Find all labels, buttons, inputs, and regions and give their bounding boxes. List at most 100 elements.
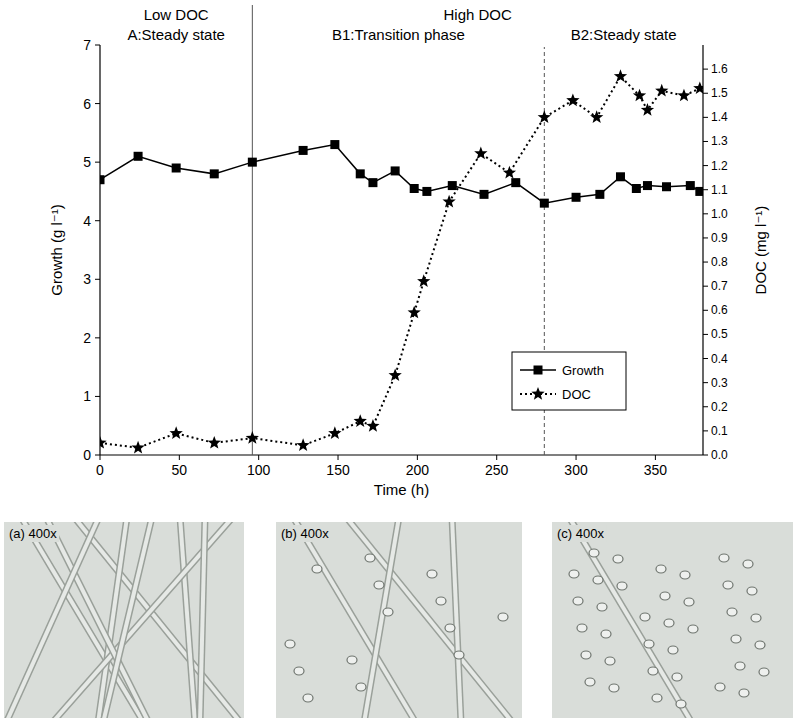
micrograph: (b) 400x — [276, 517, 522, 722]
hypha-core — [200, 522, 205, 718]
yeast-cell — [365, 554, 375, 562]
marker — [511, 178, 520, 187]
yeast-cell — [347, 656, 357, 664]
x-tick — [179, 455, 180, 460]
hypha — [180, 522, 195, 718]
marker — [389, 368, 402, 381]
yeast-cell — [672, 673, 682, 681]
y2-tick-label: 0.4 — [711, 352, 728, 366]
legend-marker — [531, 387, 544, 400]
y2-tick — [703, 189, 708, 190]
marker — [538, 110, 551, 123]
y-tick-label: 0 — [83, 447, 91, 463]
y-tick-label: 1 — [83, 388, 91, 404]
x-axis-title: Time (h) — [374, 481, 429, 498]
yeast-cell — [312, 565, 322, 573]
hypha — [364, 522, 399, 718]
x-tick-label: 150 — [326, 462, 350, 478]
y-tick-label: 7 — [83, 37, 91, 53]
marker — [170, 426, 183, 439]
hypha-core — [364, 522, 399, 718]
y2-tick-label: 0.1 — [711, 424, 728, 438]
x-tick-label: 100 — [247, 462, 271, 478]
yeast-cell — [743, 560, 753, 568]
yeast-cell — [383, 608, 393, 616]
y-tick — [95, 337, 100, 338]
hypha-core — [52, 522, 233, 718]
yeast-cell — [664, 619, 674, 627]
hypha-core — [569, 522, 692, 718]
marker — [677, 89, 690, 102]
figure: 050100150200250300350012345670.00.10.20.… — [0, 0, 797, 722]
marker — [100, 175, 105, 184]
x-axis — [100, 454, 703, 455]
y2-tick-label: 0.3 — [711, 376, 728, 390]
y2-tick-label: 1.4 — [711, 110, 728, 124]
yeast-cell — [688, 625, 698, 633]
marker — [641, 103, 654, 116]
marker — [503, 166, 516, 179]
yeast-cell — [609, 684, 619, 692]
hypha-core — [293, 522, 416, 718]
y2-tick-label: 1.0 — [711, 207, 728, 221]
yeast-cell — [644, 640, 654, 648]
micrograph-content — [6, 522, 241, 718]
yeast-cell — [601, 630, 611, 638]
marker — [410, 184, 419, 193]
hypha — [452, 522, 461, 718]
hypha-core — [46, 522, 149, 718]
marker — [208, 436, 221, 449]
x-tick-label: 300 — [564, 462, 588, 478]
yeast-cell — [445, 624, 455, 632]
marker — [595, 190, 604, 199]
marker — [480, 190, 489, 199]
y2-tick — [703, 286, 708, 287]
yeast-cell — [652, 694, 662, 702]
marker — [391, 166, 400, 175]
x-tick — [655, 455, 656, 460]
marker — [408, 306, 421, 319]
marker — [693, 81, 703, 94]
marker — [442, 195, 455, 208]
micrograph-label: (b) 400x — [281, 526, 329, 541]
y2-tick — [703, 237, 708, 238]
hypha — [6, 522, 99, 718]
plot-marks — [100, 69, 703, 453]
yeast-cell — [676, 700, 686, 708]
yeast-cell — [680, 571, 690, 579]
micrograph: (c) 400x — [552, 517, 793, 722]
y2-tick — [703, 310, 708, 311]
yeast-cell — [747, 587, 757, 595]
y2-tick-label: 0.9 — [711, 231, 728, 245]
legend: GrowthDOC — [512, 352, 626, 410]
y-tick-label: 2 — [83, 330, 91, 346]
marker — [632, 184, 641, 193]
yeast-cell — [374, 581, 384, 589]
y-tick — [95, 220, 100, 221]
yeast-cell — [581, 651, 591, 659]
marker — [540, 199, 549, 208]
marker — [100, 436, 107, 449]
yeast-cell — [605, 657, 615, 665]
marker — [131, 441, 144, 454]
micrograph-content — [285, 522, 513, 718]
hypha — [200, 522, 205, 718]
micrograph-label: (a) 400x — [9, 526, 57, 541]
y-tick — [95, 162, 100, 163]
yeast-cell — [715, 683, 725, 691]
y2-tick-label: 0.7 — [711, 279, 728, 293]
x-tick-label: 200 — [406, 462, 430, 478]
x-tick-label: 250 — [485, 462, 509, 478]
y2-tick — [703, 382, 708, 383]
marker — [566, 93, 579, 106]
y2-tick — [703, 213, 708, 214]
yeast-cell — [731, 635, 741, 643]
yeast-cell — [648, 667, 658, 675]
y2-tick — [703, 430, 708, 431]
x-tick — [338, 455, 339, 460]
hypha-core — [103, 522, 152, 718]
yeast-cell — [759, 668, 769, 676]
y2-tick — [703, 93, 708, 94]
yeast-cell — [427, 570, 437, 578]
marker — [655, 84, 668, 97]
